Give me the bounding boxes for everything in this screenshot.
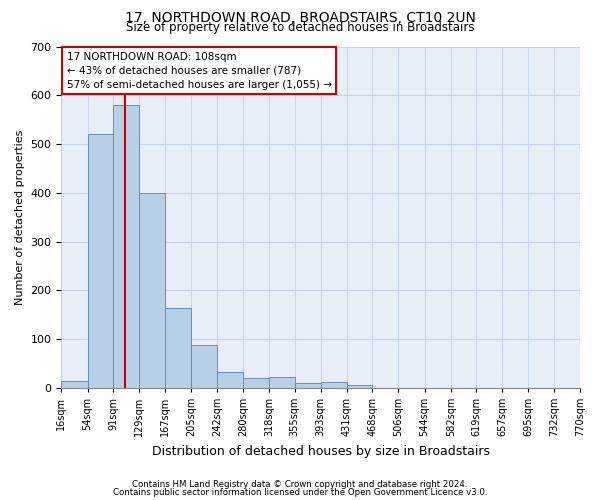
Bar xyxy=(113,105,139,388)
Bar xyxy=(191,345,217,388)
Text: 17 NORTHDOWN ROAD: 108sqm
← 43% of detached houses are smaller (787)
57% of semi: 17 NORTHDOWN ROAD: 108sqm ← 43% of detac… xyxy=(67,52,332,90)
Bar xyxy=(295,383,321,388)
Bar xyxy=(139,193,165,388)
Text: Size of property relative to detached houses in Broadstairs: Size of property relative to detached ho… xyxy=(126,21,474,34)
Text: Contains HM Land Registry data © Crown copyright and database right 2024.: Contains HM Land Registry data © Crown c… xyxy=(132,480,468,489)
Bar xyxy=(217,372,243,388)
Bar xyxy=(347,386,372,388)
Bar xyxy=(88,134,113,388)
Bar xyxy=(243,378,269,388)
Bar xyxy=(321,382,347,388)
Text: 17, NORTHDOWN ROAD, BROADSTAIRS, CT10 2UN: 17, NORTHDOWN ROAD, BROADSTAIRS, CT10 2U… xyxy=(125,11,475,25)
X-axis label: Distribution of detached houses by size in Broadstairs: Distribution of detached houses by size … xyxy=(152,444,490,458)
Bar xyxy=(165,308,191,388)
Y-axis label: Number of detached properties: Number of detached properties xyxy=(15,130,25,305)
Bar xyxy=(269,377,295,388)
Bar xyxy=(61,382,88,388)
Text: Contains public sector information licensed under the Open Government Licence v3: Contains public sector information licen… xyxy=(113,488,487,497)
